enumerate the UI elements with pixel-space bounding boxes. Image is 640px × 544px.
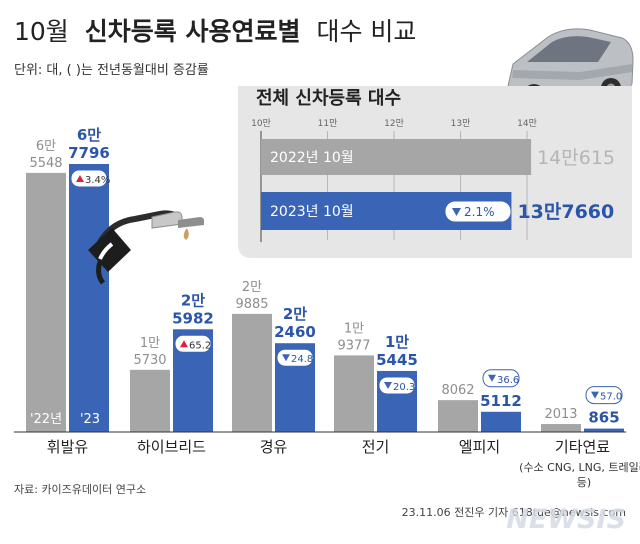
- value-label-2023-man-1: 2만: [181, 291, 205, 309]
- value-label-2022-2: 9885: [235, 297, 268, 312]
- series-label-2023: '23: [80, 412, 100, 427]
- value-label-2022-0: 5548: [29, 156, 62, 171]
- change-pill-5: [585, 386, 623, 405]
- change-label-2: 24.8: [291, 354, 313, 365]
- total-change-pill: [445, 201, 511, 222]
- up-arrow-icon: [76, 175, 84, 182]
- change-pill-0: [70, 169, 108, 188]
- bar-2023-0: [69, 164, 109, 432]
- value-label-2022-5: 2013: [544, 407, 577, 422]
- bar-2022-1: [130, 369, 170, 432]
- value-label-2022-man-1: 1만: [140, 336, 160, 351]
- bar-2022-2: [232, 313, 272, 432]
- tick-label-2: 12만: [384, 118, 404, 129]
- value-label-2022-4: 8062: [441, 383, 474, 398]
- credit-note: 23.11.06 전진우 기자 618tue@newsis.com: [402, 506, 626, 519]
- change-label-5: 57.0: [600, 392, 622, 403]
- value-label-2022-3: 9377: [337, 338, 370, 353]
- change-label-3: 20.3: [393, 382, 415, 393]
- total-bar-label-1: 2023년 10월: [270, 204, 354, 220]
- change-label-4: 36.6: [497, 375, 519, 386]
- change-pill-3: [378, 376, 416, 395]
- down-arrow-icon: [384, 381, 392, 389]
- up-arrow-icon: [180, 340, 188, 348]
- total-value-label-1: 13만7660: [517, 201, 614, 223]
- down-arrow-icon: [282, 354, 290, 362]
- total-value-label-0: 14만615: [537, 147, 615, 169]
- bar-2022-3: [334, 355, 374, 432]
- title: 10월 신차등록 사용연료별 대수 비교: [14, 17, 416, 46]
- value-label-2023-1: 5982: [172, 309, 214, 327]
- change-label-0: 3.4%: [85, 175, 110, 186]
- value-label-2023-0: 7796: [68, 144, 110, 162]
- title-part-3: 대수 비교: [316, 17, 416, 46]
- change-label-1: 65.2: [189, 340, 211, 351]
- total-chart-title: 전체 신차등록 대수: [256, 88, 401, 109]
- value-label-2023-man-0: 6만: [77, 126, 101, 144]
- total-bar-0: [261, 139, 532, 175]
- category-label-2: 경유: [260, 438, 288, 456]
- value-label-2022-man-0: 6만: [36, 139, 56, 154]
- change-pill-4: [482, 369, 520, 388]
- tick-label-1: 11만: [318, 118, 338, 129]
- watermark: NEWSIS: [506, 504, 626, 535]
- total-bar-label-0: 2022년 10월: [270, 150, 354, 166]
- category-note-line-1: (수소 CNG, LNG, 트레일러: [519, 460, 640, 474]
- value-label-2023-man-2: 2만: [283, 305, 307, 323]
- tick-label-4: 14만: [517, 118, 537, 129]
- value-label-2023-5: 865: [588, 409, 619, 427]
- down-arrow-icon: [591, 391, 599, 399]
- down-arrow-icon: [488, 374, 496, 382]
- fuel-bars: 6만55486만77963.4%1만57302만598265.22만98852만…: [26, 126, 624, 433]
- title-part-2: 신차등록 사용연료별: [85, 17, 301, 46]
- bar-2022-5: [541, 424, 581, 432]
- unit-note: 단위: 대, ( )는 전년동월대비 증감률: [14, 63, 209, 78]
- total-change-label: 2.1%: [464, 205, 495, 219]
- category-label-5: 기타연료: [555, 438, 610, 456]
- source-note: 자료: 카이즈유데이터 연구소: [14, 483, 146, 496]
- value-label-2023-4: 5112: [480, 392, 522, 410]
- category-label-4: 엘피지: [459, 438, 500, 456]
- series-label-2022: '22년: [30, 412, 62, 427]
- bar-2023-4: [481, 411, 521, 432]
- category-label-1: 하이브리드: [137, 438, 206, 456]
- category-note-line-2: 등): [577, 476, 591, 489]
- value-label-2022-man-2: 2만: [242, 280, 262, 295]
- down-arrow-icon: [452, 208, 461, 216]
- title-part-1: 10월: [14, 17, 69, 46]
- total-registration-chart: 전체 신차등록 대수 10만 11만 12만 13만 14만 2022년 10월 14만615…: [251, 88, 615, 242]
- bar-2022-4: [438, 400, 478, 432]
- bar-2022-0: [26, 172, 66, 433]
- tick-label-3: 13만: [451, 118, 471, 129]
- value-label-2023-man-3: 1만: [385, 333, 409, 351]
- change-pill-2: [276, 348, 314, 367]
- category-label-0: 휘발유: [47, 438, 89, 456]
- fuel-nozzle-icon: [88, 210, 204, 285]
- change-pill-1: [174, 334, 212, 353]
- bar-2023-5: [584, 428, 624, 432]
- category-label-3: 전기: [362, 438, 390, 456]
- value-label-2022-1: 5730: [133, 353, 166, 368]
- value-label-2023-2: 2460: [274, 323, 316, 341]
- value-label-2022-man-3: 1만: [344, 321, 364, 336]
- tick-label-0: 10만: [251, 118, 271, 129]
- value-label-2023-3: 5445: [376, 351, 418, 369]
